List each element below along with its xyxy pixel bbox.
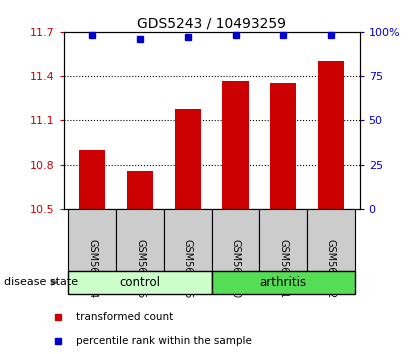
Text: disease state: disease state xyxy=(4,277,78,287)
Title: GDS5243 / 10493259: GDS5243 / 10493259 xyxy=(137,17,286,31)
Bar xyxy=(69,271,212,294)
Bar xyxy=(69,209,116,271)
Text: GSM567081: GSM567081 xyxy=(278,239,288,298)
Bar xyxy=(318,61,344,209)
Bar xyxy=(175,109,201,209)
Text: GSM567075: GSM567075 xyxy=(135,239,145,298)
Text: GSM567074: GSM567074 xyxy=(88,239,97,298)
Bar xyxy=(270,84,296,209)
Text: GSM567082: GSM567082 xyxy=(326,239,336,298)
Text: GSM567080: GSM567080 xyxy=(231,239,240,298)
Text: transformed count: transformed count xyxy=(76,312,173,322)
Text: control: control xyxy=(120,276,161,289)
Text: arthritis: arthritis xyxy=(260,276,307,289)
Bar xyxy=(307,209,355,271)
Bar xyxy=(79,150,106,209)
Bar xyxy=(259,209,307,271)
Bar xyxy=(116,209,164,271)
Bar xyxy=(164,209,212,271)
Text: GSM567076: GSM567076 xyxy=(183,239,193,298)
Text: percentile rank within the sample: percentile rank within the sample xyxy=(76,336,252,346)
Bar xyxy=(127,171,153,209)
Bar xyxy=(212,271,355,294)
Bar xyxy=(212,209,259,271)
Bar xyxy=(222,81,249,209)
